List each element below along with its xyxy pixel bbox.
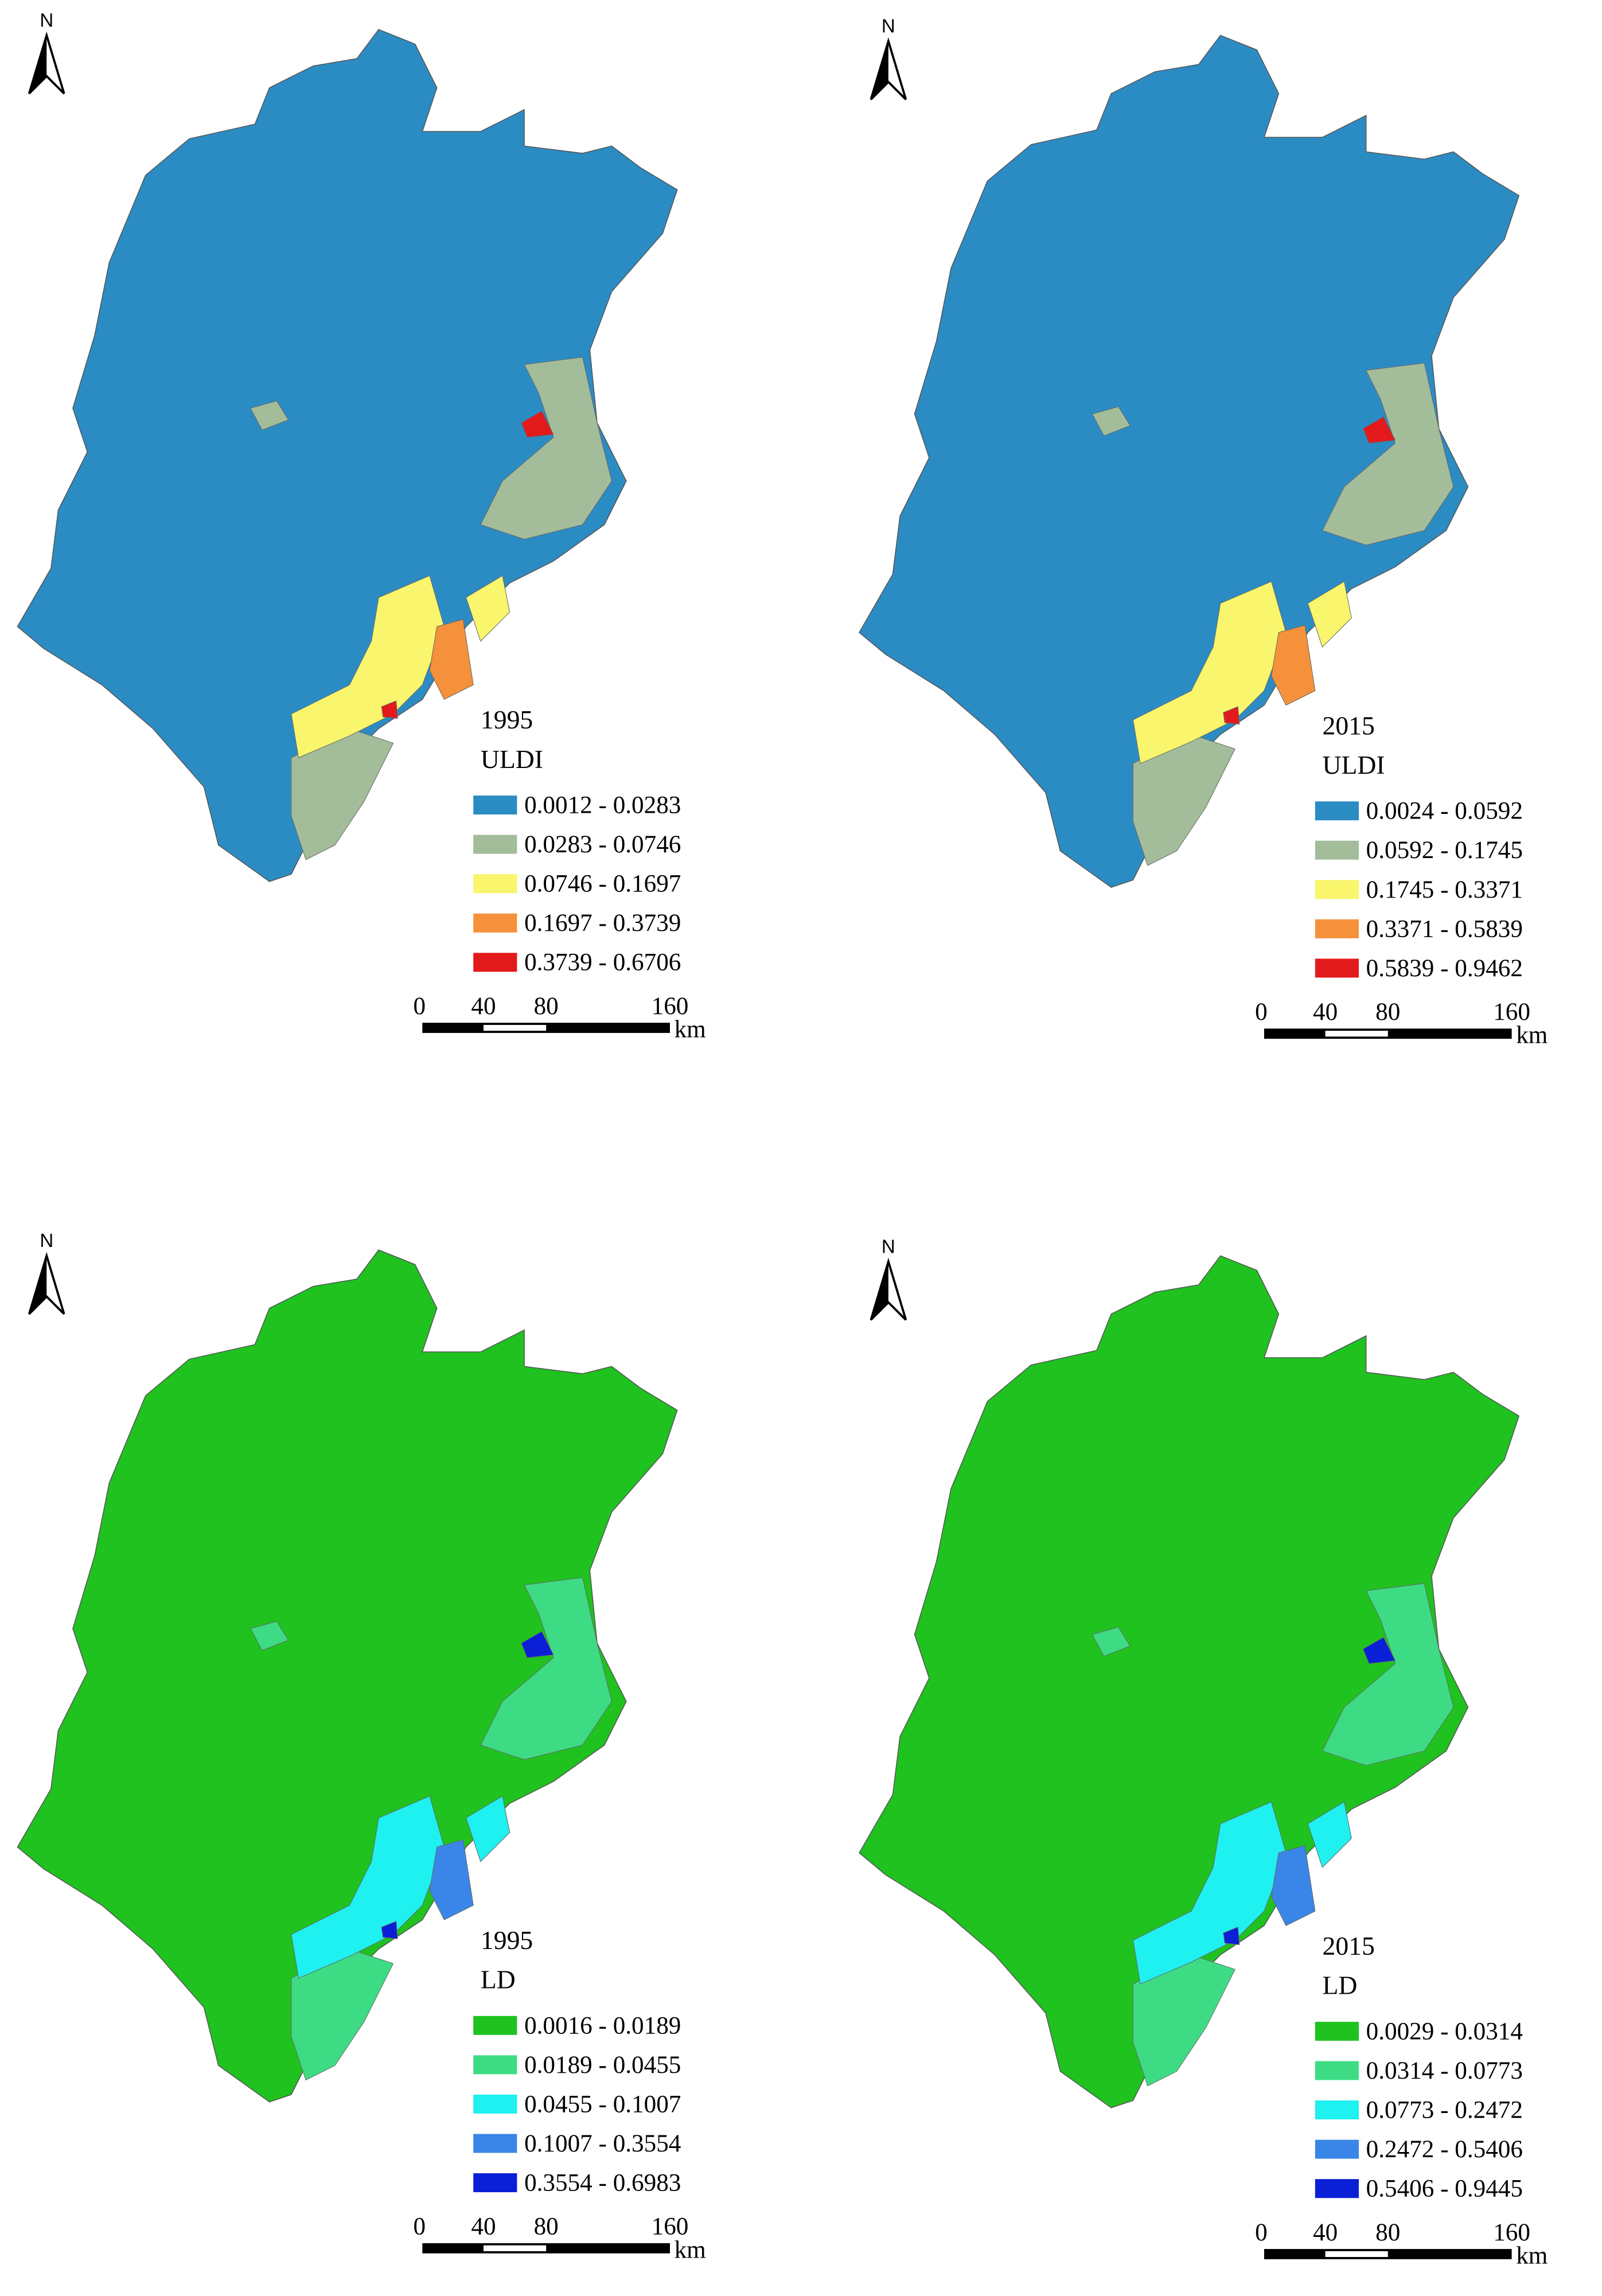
legend-label: 0.0189 - 0.0455 [524, 2052, 681, 2079]
scale-unit: km [1516, 2242, 1548, 2269]
legend-swatch [473, 913, 517, 933]
legend-title: ULDI [1322, 750, 1385, 779]
legend-title: LD [1322, 1971, 1357, 2000]
legend-label: 0.3371 - 0.5839 [1366, 915, 1523, 942]
legend-swatch [473, 2173, 517, 2193]
legend-label: 0.1745 - 0.3371 [1366, 876, 1523, 903]
scale-label: 160 [1493, 2219, 1530, 2246]
legend-swatch [473, 835, 517, 854]
county-region [1270, 624, 1316, 706]
legend-swatch [473, 2016, 517, 2035]
scale-unit: km [675, 2236, 706, 2263]
legend-swatch [1315, 2061, 1359, 2080]
scale-bar-white [1325, 1031, 1388, 1037]
map-panel: N 2015 ULDI 0.0024 - 0.0592 0.0592 - 0.1745 0… [859, 15, 1548, 1049]
legend-label: 0.5406 - 0.9445 [1366, 2176, 1523, 2203]
scale-label: 40 [1313, 999, 1338, 1026]
scale-label: 160 [1493, 999, 1530, 1026]
scale-label: 0 [1255, 2219, 1268, 2246]
legend-label: 0.0592 - 0.1745 [1366, 837, 1523, 864]
legend-swatch [1315, 880, 1359, 899]
north-arrow-half [871, 41, 888, 100]
legend-year: 1995 [481, 1925, 533, 1955]
north-label: N [882, 1235, 895, 1257]
legend-swatch [1315, 2179, 1359, 2198]
county-region [428, 618, 474, 700]
map-panel: N 1995 LD 0.0016 - 0.0189 0.0189 - 0.0455 0.0… [17, 1230, 706, 2263]
scale-label: 80 [1375, 2219, 1400, 2246]
legend-year: 2015 [1322, 1931, 1374, 1960]
legend-year: 1995 [481, 705, 533, 734]
legend-label: 0.3739 - 0.6706 [524, 949, 681, 976]
scale-label: 80 [534, 993, 559, 1020]
scale-label: 0 [413, 2213, 426, 2240]
scale-label: 0 [413, 993, 426, 1020]
legend-label: 0.0016 - 0.0189 [524, 2012, 681, 2039]
north-label: N [882, 15, 895, 37]
legend-label: 0.0455 - 0.1007 [524, 2091, 681, 2118]
legend-label: 0.0283 - 0.0746 [524, 831, 681, 858]
legend-swatch [1315, 958, 1359, 978]
legend-swatch [1315, 2139, 1359, 2159]
legend-title: LD [481, 1965, 516, 1994]
legend-title: ULDI [481, 744, 543, 774]
legend-label: 0.2472 - 0.5406 [1366, 2136, 1523, 2163]
scale-bar-white [1325, 2251, 1388, 2258]
legend-label: 0.1007 - 0.3554 [524, 2130, 681, 2157]
legend-label: 0.0746 - 0.1697 [524, 871, 681, 898]
county-region [1270, 1845, 1316, 1927]
north-arrow-half [871, 1261, 888, 1320]
legend-label: 0.0029 - 0.0314 [1366, 2018, 1523, 2045]
legend-label: 0.1697 - 0.3739 [524, 910, 681, 937]
scale-label: 0 [1255, 999, 1268, 1026]
legend-swatch [1315, 801, 1359, 821]
scale-label: 40 [471, 2213, 496, 2240]
north-label: N [40, 9, 53, 30]
legend-swatch [473, 2055, 517, 2075]
legend-swatch [473, 874, 517, 894]
legend-year: 2015 [1322, 711, 1374, 740]
north-label: N [40, 1230, 53, 1251]
map-panel: N 2015 LD 0.0029 - 0.0314 0.0314 - 0.0773 0.0… [859, 1235, 1548, 2269]
scale-label: 80 [534, 2213, 559, 2240]
county-region [428, 1839, 474, 1921]
legend-label: 0.0024 - 0.0592 [1366, 798, 1523, 825]
scale-label: 80 [1375, 999, 1400, 1026]
map-panel: N 1995 ULDI 0.0012 - 0.0283 0.0283 - 0.0746 0… [17, 9, 706, 1043]
legend-label: 0.3554 - 0.6983 [524, 2169, 681, 2196]
legend-swatch [1315, 919, 1359, 938]
legend-swatch [1315, 2100, 1359, 2120]
scale-unit: km [675, 1016, 706, 1043]
legend-label: 0.0012 - 0.0283 [524, 792, 681, 819]
legend-swatch [473, 953, 517, 972]
legend-swatch [1315, 840, 1359, 860]
scale-bar-white [483, 2245, 547, 2251]
legend-swatch [473, 796, 517, 815]
legend-swatch [473, 2094, 517, 2114]
legend-swatch [1315, 2021, 1359, 2041]
scale-label: 40 [471, 993, 496, 1020]
legend-label: 0.0314 - 0.0773 [1366, 2057, 1523, 2084]
scale-label: 160 [652, 993, 689, 1020]
legend-label: 0.5839 - 0.9462 [1366, 955, 1523, 982]
scale-unit: km [1516, 1022, 1548, 1049]
legend-swatch [473, 2134, 517, 2153]
north-arrow-half [29, 1256, 47, 1314]
legend-label: 0.0773 - 0.2472 [1366, 2097, 1523, 2124]
scale-label: 160 [652, 2213, 689, 2240]
scale-bar-white [483, 1024, 547, 1031]
scale-label: 40 [1313, 2219, 1338, 2246]
